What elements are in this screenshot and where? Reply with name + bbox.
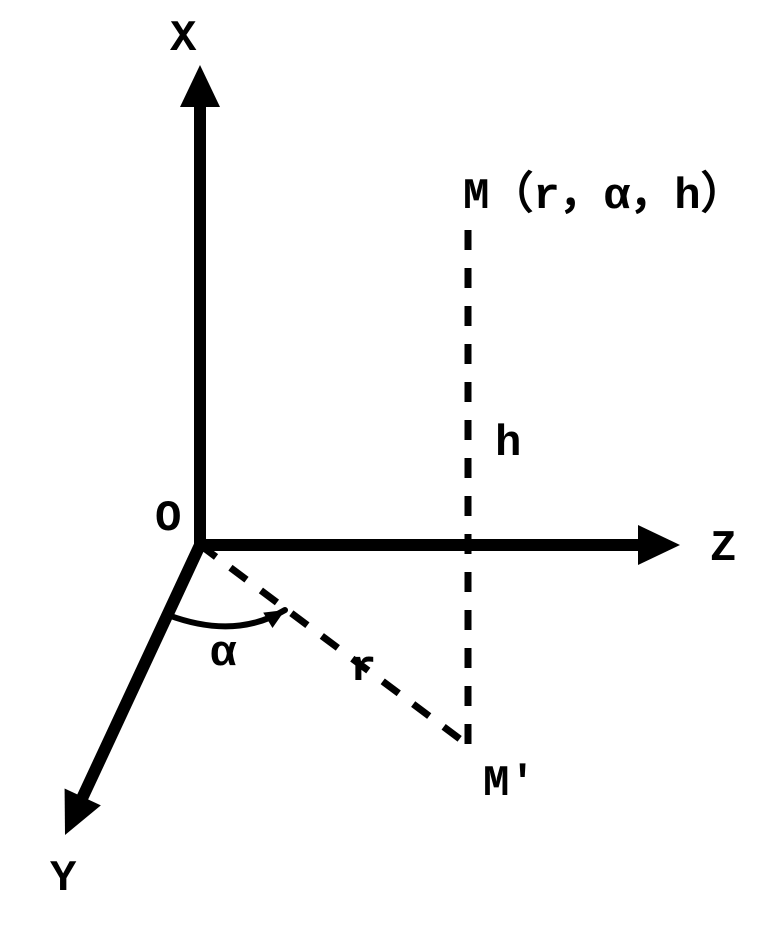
axis-z-label: Z xyxy=(710,524,736,574)
origin-label: O xyxy=(155,494,181,544)
axis-y-shaft xyxy=(76,545,200,812)
axis-y-label: Y xyxy=(50,854,77,904)
coordinate-diagram: O X Z Y M（r，α，h） M' h r α xyxy=(0,0,779,931)
dash-r xyxy=(200,545,468,745)
axis-x-label: X xyxy=(170,14,197,64)
point-m-prime-label: M' xyxy=(483,759,536,809)
axis-z-arrowhead xyxy=(638,525,680,565)
axis-x-arrowhead xyxy=(180,65,220,107)
point-m-label: M（r，α，h） xyxy=(463,169,745,222)
param-r-label: r xyxy=(350,644,376,694)
param-a-label: α xyxy=(210,629,237,679)
param-h-label: h xyxy=(495,419,521,469)
